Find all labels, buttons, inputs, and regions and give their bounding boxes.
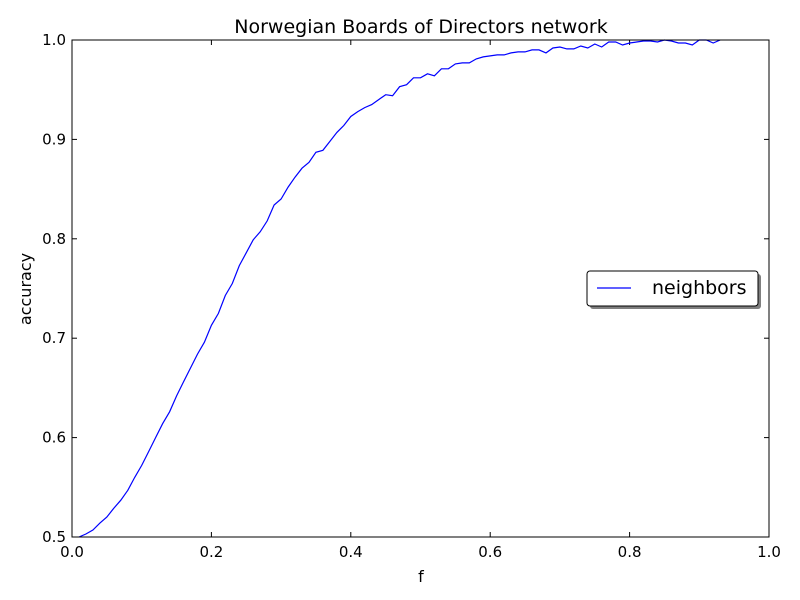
- x-tick-label: 0.0: [60, 543, 84, 561]
- y-axis-label: accuracy: [16, 253, 35, 325]
- y-tick-label: 0.9: [42, 130, 66, 148]
- x-tick-label: 0.6: [478, 543, 502, 561]
- legend: neighbors: [586, 270, 761, 309]
- x-tick-label: 0.4: [339, 543, 363, 561]
- x-axis-label: f: [418, 567, 424, 586]
- legend-box: [586, 270, 759, 307]
- x-tick-label: 0.8: [618, 543, 642, 561]
- y-tick-label: 0.5: [42, 528, 66, 546]
- chart-title: Norwegian Boards of Directors network: [234, 16, 608, 38]
- x-tick-label: 0.2: [199, 543, 223, 561]
- y-tick-label: 0.7: [42, 329, 66, 347]
- legend-label-neighbors: neighbors: [652, 277, 747, 299]
- series-layer: [78, 39, 721, 538]
- plot-frame: [71, 39, 770, 538]
- y-tick-label: 0.6: [42, 429, 66, 447]
- y-tick-label: 1.0: [42, 31, 66, 49]
- y-tick-label: 0.8: [42, 230, 66, 248]
- x-tick-label: 1.0: [757, 543, 781, 561]
- series-line-neighbors: [78, 39, 721, 538]
